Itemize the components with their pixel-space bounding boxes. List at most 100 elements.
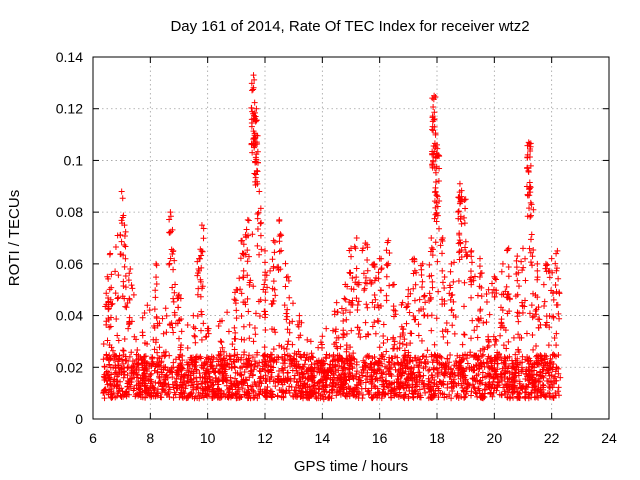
scatter-point xyxy=(354,324,361,331)
scatter-point xyxy=(315,366,322,373)
scatter-point xyxy=(153,313,160,320)
scatter-core-point xyxy=(112,369,119,376)
scatter-point xyxy=(531,383,538,390)
scatter-peak-point xyxy=(121,222,128,229)
scatter-point xyxy=(229,341,236,348)
scatter-core-point xyxy=(147,372,154,379)
scatter-point xyxy=(148,363,155,370)
scatter-point xyxy=(447,373,454,380)
scatter-point xyxy=(129,285,136,292)
scatter-point xyxy=(233,315,240,322)
scatter-point xyxy=(246,335,253,342)
scatter-point xyxy=(184,322,191,329)
scatter-point xyxy=(286,383,293,390)
scatter-point xyxy=(522,368,529,375)
scatter-core-point xyxy=(250,338,257,345)
scatter-point xyxy=(405,300,412,307)
scatter-point xyxy=(435,394,442,401)
scatter-point xyxy=(535,394,542,401)
scatter-point xyxy=(278,232,285,239)
scatter-point xyxy=(441,298,448,305)
scatter-point xyxy=(351,356,358,363)
scatter-point xyxy=(362,385,369,392)
scatter-core-point xyxy=(227,374,234,381)
scatter-peak-point xyxy=(198,222,205,229)
scatter-point xyxy=(311,382,318,389)
scatter-point xyxy=(418,266,425,273)
scatter-point xyxy=(293,379,300,386)
scatter-point xyxy=(438,354,445,361)
scatter-point xyxy=(248,80,255,87)
scatter-point xyxy=(302,357,309,364)
scatter-point xyxy=(323,374,330,381)
scatter-point xyxy=(348,327,355,334)
scatter-point xyxy=(378,265,385,272)
scatter-peak-point xyxy=(405,286,412,293)
scatter-core-point xyxy=(216,377,223,384)
scatter-point xyxy=(247,395,254,402)
scatter-point xyxy=(110,389,117,396)
scatter-point xyxy=(336,377,343,384)
scatter-point xyxy=(478,293,485,300)
scatter-point xyxy=(296,387,303,394)
scatter-point xyxy=(542,362,549,369)
scatter-point xyxy=(546,312,553,319)
scatter-point xyxy=(261,281,268,288)
scatter-point xyxy=(161,381,168,388)
scatter-point xyxy=(333,392,340,399)
scatter-point xyxy=(128,365,135,372)
scatter-point xyxy=(468,281,475,288)
scatter-point xyxy=(534,267,541,274)
scatter-point xyxy=(502,390,509,397)
scatter-point xyxy=(258,246,265,253)
scatter-point xyxy=(394,373,401,380)
scatter-point xyxy=(163,371,170,378)
scatter-point xyxy=(282,260,289,267)
scatter-point xyxy=(556,315,563,322)
scatter-point xyxy=(167,213,174,220)
scatter-point xyxy=(221,363,228,370)
scatter-point xyxy=(114,358,121,365)
scatter-point xyxy=(187,372,194,379)
scatter-point xyxy=(197,355,204,362)
scatter-point xyxy=(362,379,369,386)
scatter-point xyxy=(399,340,406,347)
scatter-point xyxy=(544,261,551,268)
scatter-point xyxy=(121,295,128,302)
scatter-peak-point xyxy=(153,260,160,267)
scatter-point xyxy=(166,352,173,359)
scatter-point xyxy=(230,358,237,365)
scatter-point xyxy=(479,379,486,386)
scatter-point xyxy=(321,388,328,395)
scatter-peak-point xyxy=(528,201,535,208)
scatter-point xyxy=(113,382,120,389)
scatter-point xyxy=(461,279,468,286)
scatter-point xyxy=(526,245,533,252)
scatter-point xyxy=(172,356,179,363)
y-tick-label: 0.12 xyxy=(56,101,83,117)
scatter-point xyxy=(478,284,485,291)
scatter-point xyxy=(117,251,124,258)
scatter-core-point xyxy=(181,372,188,379)
scatter-point xyxy=(416,373,423,380)
scatter-point xyxy=(391,341,398,348)
scatter-point xyxy=(471,327,478,334)
scatter-point xyxy=(425,375,432,382)
scatter-point xyxy=(240,267,247,274)
scatter-point xyxy=(341,331,348,338)
scatter-point xyxy=(154,354,161,361)
scatter-point xyxy=(245,357,252,364)
scatter-point xyxy=(364,267,371,274)
scatter-point xyxy=(338,363,345,370)
scatter-point xyxy=(416,296,423,303)
scatter-point xyxy=(113,353,120,360)
scatter-point xyxy=(281,302,288,309)
scatter-point xyxy=(439,279,446,286)
scatter-point xyxy=(405,349,412,356)
scatter-point xyxy=(528,302,535,309)
scatter-point xyxy=(450,312,457,319)
scatter-point xyxy=(393,392,400,399)
scatter-point xyxy=(334,309,341,316)
scatter-point xyxy=(285,338,292,345)
scatter-point xyxy=(552,281,559,288)
